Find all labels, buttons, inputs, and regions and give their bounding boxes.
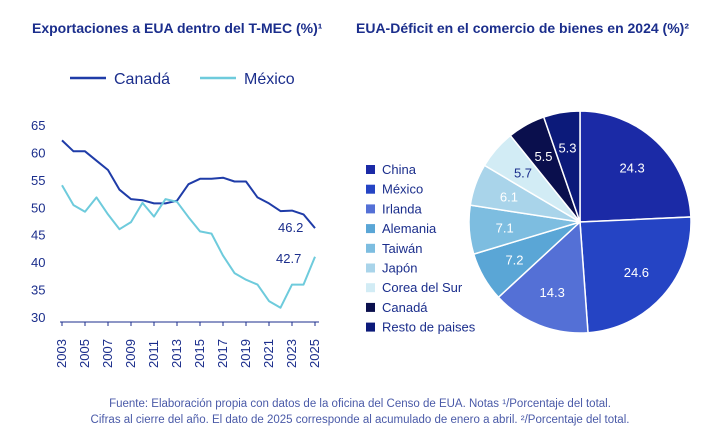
x-tick-label: 2015 [192, 339, 207, 368]
pie-value-label-mexico: 24.6 [624, 265, 649, 280]
pie-value-label-china: 24.3 [619, 160, 644, 175]
pie-legend-marker-china [366, 165, 375, 174]
y-tick-label: 30 [31, 310, 45, 325]
x-tick-label: 2019 [238, 339, 253, 368]
footer-notes-line: Cifras al cierre del año. El dato de 202… [90, 414, 630, 426]
x-tick-label: 2003 [54, 339, 69, 368]
pie-legend-label-taiwan: Taiwán [382, 241, 422, 256]
pie-legend-marker-mexico [366, 184, 375, 194]
pie-slice-mexico [579, 216, 692, 334]
x-tick-label: 2009 [123, 339, 138, 368]
x-tick-label: 2023 [284, 339, 299, 368]
footer-source-line: Fuente: Elaboración propia con datos de … [109, 398, 611, 410]
pie-value-label-resto-de-paises: 5.3 [558, 141, 576, 156]
line-chart-title: Exportaciones a EUA dentro del T-MEC (%)… [32, 20, 323, 36]
y-tick-label: 35 [31, 283, 45, 298]
pie-legend-marker-corea-del-sur [366, 283, 375, 293]
pie-slice-china [579, 110, 692, 223]
x-tick-label: 2021 [261, 339, 276, 368]
pie-value-label-japon: 6.1 [500, 190, 518, 205]
pie-legend-label-alemania: Alemania [382, 221, 437, 236]
x-tick-label: 2013 [169, 339, 184, 368]
pie-legend-marker-taiwan [366, 243, 375, 253]
y-tick-label: 40 [31, 255, 45, 270]
pie-legend-marker-resto-de-paises [366, 322, 375, 332]
pie-slice-resto-de-paises [542, 110, 581, 223]
pie-legend-label-mexico: México [382, 182, 423, 197]
pie-value-label-alemania: 7.2 [505, 253, 523, 268]
x-tick-label: 2007 [100, 339, 115, 368]
y-tick-label: 45 [31, 228, 45, 243]
legend-label-canada: Canadá [114, 71, 170, 88]
pie-slice-irlanda [497, 220, 589, 334]
y-tick-label: 50 [31, 200, 45, 215]
pie-value-label-canada: 5.5 [534, 149, 552, 164]
pie-legend-label-irlanda: Irlanda [382, 201, 423, 216]
x-tick-label: 2005 [77, 339, 92, 368]
x-tick-label: 2017 [215, 339, 230, 368]
y-tick-label: 65 [31, 118, 45, 133]
pie-value-label-corea-del-sur: 5.7 [514, 166, 532, 181]
pie-value-label-irlanda: 14.3 [540, 285, 565, 300]
pie-legend-label-corea-del-sur: Corea del Sur [382, 280, 463, 295]
pie-legend-marker-canada [366, 302, 375, 312]
pie-legend-marker-irlanda [366, 204, 375, 214]
legend-label-mexico: México [244, 71, 295, 88]
pie-value-label-taiwan: 7.1 [496, 220, 514, 235]
series-line-mexico [61, 184, 316, 309]
pie-legend-label-canada: Canadá [382, 300, 428, 315]
pie-legend-marker-japon [366, 263, 375, 273]
pie-chart-title: EUA-Déficit en el comercio de bienes en … [356, 20, 689, 36]
pie-legend-label-china: China [382, 162, 417, 177]
pie-legend-label-japon: Japón [382, 261, 417, 276]
x-tick-label: 2025 [307, 339, 322, 368]
annotation-mexico-last: 42.7 [276, 251, 301, 266]
pie-legend-marker-alemania [366, 224, 375, 234]
x-tick-label: 2011 [146, 340, 161, 368]
y-tick-label: 60 [31, 145, 45, 160]
y-tick-label: 55 [31, 173, 45, 188]
pie-legend-label-resto-de-paises: Resto de paises [382, 320, 476, 335]
annotation-canada-last: 46.2 [278, 220, 303, 235]
series-line-canada [61, 139, 316, 229]
